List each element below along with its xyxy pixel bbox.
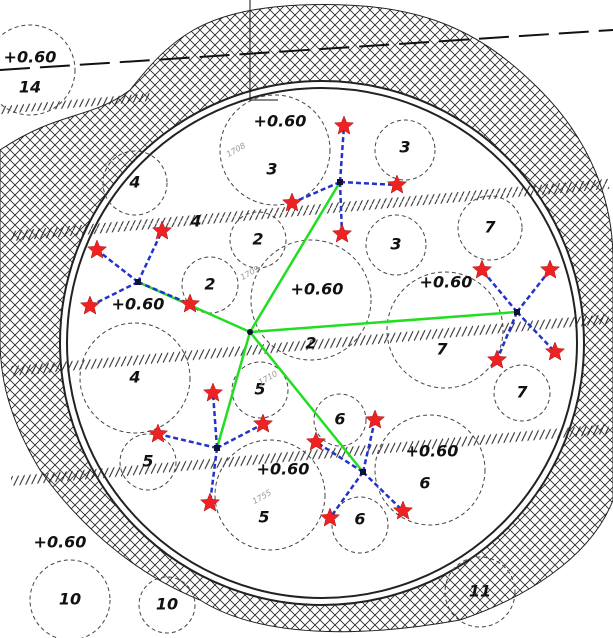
area-label: 3 xyxy=(390,235,401,254)
branch-pipe xyxy=(362,471,404,512)
branch-pipe xyxy=(516,311,556,353)
area-label: 2 xyxy=(252,230,263,249)
hub xyxy=(247,329,253,335)
sprinkler xyxy=(151,220,173,240)
branch-pipe xyxy=(211,392,219,449)
main-pipe xyxy=(248,181,342,333)
main-pipe xyxy=(249,310,518,334)
sprinkler xyxy=(544,341,566,361)
sprinkler xyxy=(86,239,108,259)
branch-pipe xyxy=(136,230,164,283)
branch-pipe xyxy=(338,125,346,183)
area-label: 6 xyxy=(354,510,365,529)
sprinkler xyxy=(364,409,386,429)
area-label: +0.60 xyxy=(34,533,87,552)
sprinkler xyxy=(331,223,353,243)
branch-pipe xyxy=(315,440,364,474)
branch-pipe xyxy=(339,180,398,187)
sprinkler xyxy=(305,431,327,451)
sprinkler xyxy=(147,423,169,443)
branch-pipe xyxy=(216,422,264,450)
area-label: 7 xyxy=(516,383,528,402)
area-label: +0.60 xyxy=(112,295,165,314)
area-label: 5 xyxy=(142,452,153,471)
node xyxy=(337,179,343,185)
area-label: 10 xyxy=(59,590,81,609)
area-label: 11 xyxy=(469,582,491,601)
area-label: 3 xyxy=(399,138,410,157)
sprinkler xyxy=(486,349,508,369)
sprinkler xyxy=(179,293,201,313)
node xyxy=(135,279,141,285)
area-label: 10 xyxy=(156,595,178,614)
sprinkler xyxy=(79,295,101,315)
sprinkler xyxy=(202,382,224,402)
branch-pipe xyxy=(495,311,519,361)
sprinkler xyxy=(252,413,274,433)
sprinkler xyxy=(319,507,341,527)
node xyxy=(514,309,520,315)
area-label: +0.60 xyxy=(420,273,473,292)
area-label: 6 xyxy=(334,410,345,429)
area-label: 5 xyxy=(258,508,269,527)
sprinkler xyxy=(333,115,355,135)
main-pipe xyxy=(249,331,364,473)
sprinkler xyxy=(386,174,408,194)
network xyxy=(79,115,566,527)
area-label: 2 xyxy=(204,275,215,294)
area-label: +0.60 xyxy=(291,280,344,299)
area-label: 4 xyxy=(128,368,140,387)
branch-pipe xyxy=(328,471,365,519)
branch-pipe xyxy=(89,280,139,308)
area-label: 5 xyxy=(254,380,265,399)
area-label: 7 xyxy=(484,218,496,237)
branch-pipe xyxy=(137,280,191,306)
area-label: 4 xyxy=(128,173,140,192)
sprinkler xyxy=(281,192,303,212)
node xyxy=(214,445,220,451)
area-label: 7 xyxy=(436,340,448,359)
sprinkler xyxy=(392,500,414,520)
node xyxy=(360,469,366,475)
sprinkler xyxy=(539,259,561,279)
branch-pipe xyxy=(361,419,377,473)
area-label: 4 xyxy=(189,212,201,231)
area-label: +0.60 xyxy=(406,442,459,461)
branch-pipe xyxy=(208,447,219,504)
area-label: +0.60 xyxy=(254,112,307,131)
branch-pipe xyxy=(157,432,218,450)
area-label: 6 xyxy=(419,474,430,493)
branch-pipe xyxy=(481,269,518,313)
area-label: 14 xyxy=(19,78,41,97)
sprinkler xyxy=(199,492,221,512)
area-label: +0.60 xyxy=(4,48,57,67)
area-label: 3 xyxy=(266,160,277,179)
area-label: 2 xyxy=(305,334,316,353)
branch-pipe xyxy=(96,249,139,283)
main-pipe xyxy=(215,331,252,449)
area-label: +0.60 xyxy=(257,460,310,479)
sprinkler xyxy=(471,259,493,279)
branch-pipe xyxy=(291,180,341,205)
